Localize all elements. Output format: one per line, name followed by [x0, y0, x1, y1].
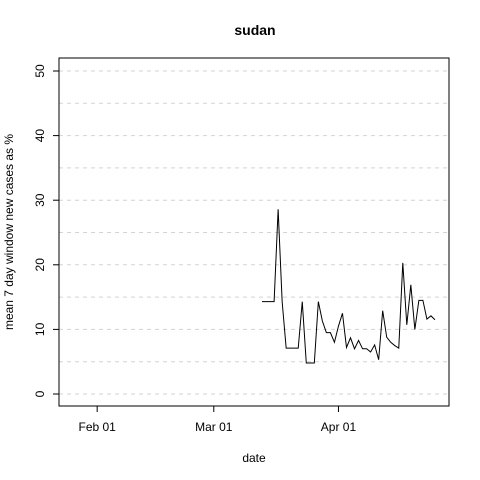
y-tick-label: 10: [33, 322, 47, 336]
x-axis: Feb 01 Mar 01 Apr 01: [78, 406, 356, 434]
y-axis-label: mean 7 day window new cases as %: [2, 134, 16, 330]
series-line: [262, 209, 436, 364]
chart-title: sudan: [234, 22, 275, 38]
y-tick-label: 40: [33, 129, 47, 143]
y-tick-label: 50: [33, 64, 47, 78]
y-tick-label: 30: [33, 193, 47, 207]
y-tick-label: 0: [33, 390, 47, 397]
x-tick-label: Mar 01: [195, 420, 233, 434]
x-tick-label: Feb 01: [78, 420, 116, 434]
y-axis: 0 10 20 30 40 50: [33, 64, 59, 397]
x-axis-label: date: [242, 451, 266, 465]
plot-frame: [58, 57, 450, 407]
x-tick-label: Apr 01: [321, 420, 357, 434]
y-tick-label: 20: [33, 258, 47, 272]
series-layer: [262, 209, 436, 364]
grid-lines: [59, 70, 449, 395]
